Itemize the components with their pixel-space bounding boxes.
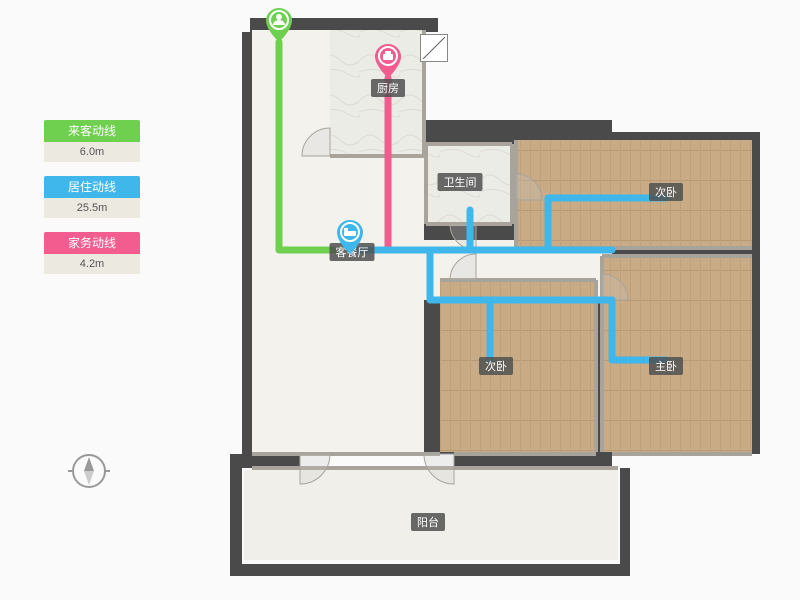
house-pin: [375, 44, 401, 78]
guest-pin: [266, 8, 292, 42]
room-label-bed_sw: 次卧: [479, 357, 513, 375]
room-label-kitchen: 厨房: [371, 79, 405, 97]
room-label-bed_se: 主卧: [649, 357, 683, 375]
rooms: [244, 30, 752, 560]
live-pin: [337, 220, 363, 254]
room-label-balcony: 阳台: [411, 513, 445, 531]
room-label-bed_ne: 次卧: [649, 183, 683, 201]
room-label-bath: 卫生间: [438, 173, 483, 191]
window-icon: [420, 34, 448, 62]
